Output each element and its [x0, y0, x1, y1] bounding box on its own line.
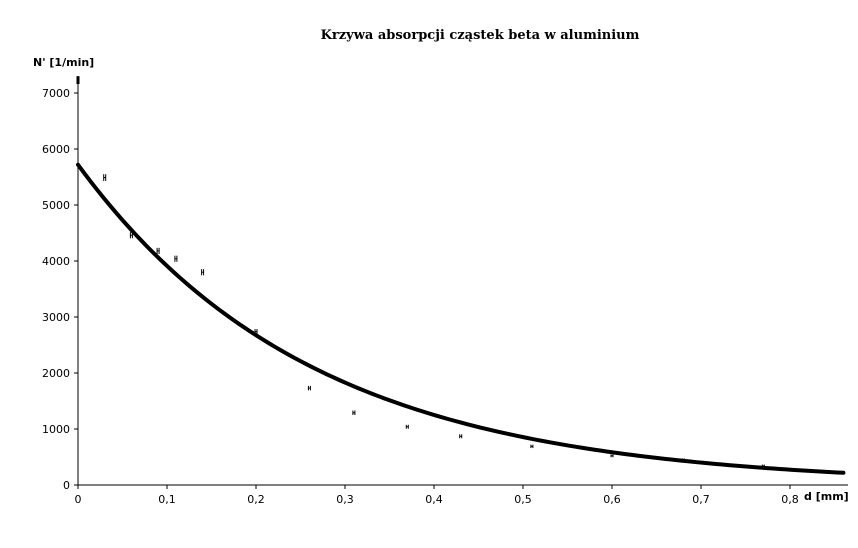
data-point	[841, 471, 845, 474]
data-point	[352, 410, 356, 415]
data-point	[681, 458, 685, 462]
x-tick-label: 0,5	[514, 493, 532, 506]
y-tick-label: 0	[63, 479, 70, 492]
x-tick-label: 0,1	[158, 493, 176, 506]
data-point	[129, 232, 133, 239]
data-point	[610, 454, 614, 458]
y-tick-label: 2000	[42, 367, 70, 380]
y-axis-label: N' [1/min]	[33, 56, 94, 69]
data-point	[459, 434, 463, 439]
x-tick-label: 0,4	[425, 493, 443, 506]
data-points-layer	[76, 76, 845, 474]
x-tick-label: 0,6	[603, 493, 621, 506]
data-point	[761, 464, 765, 468]
y-tick-label: 5000	[42, 199, 70, 212]
y-tick-label: 1000	[42, 423, 70, 436]
data-point	[76, 76, 80, 85]
x-tick-label: 0	[75, 493, 82, 506]
data-point	[103, 174, 107, 181]
y-tick-label: 3000	[42, 311, 70, 324]
x-tick-label: 0,2	[247, 493, 265, 506]
chart-title: Krzywa absorpcji cząstek beta w aluminiu…	[321, 28, 640, 43]
y-ticks: 0 1000 2000 3000 4000 5000 6000 7000	[42, 87, 78, 492]
fit-curve	[76, 162, 846, 475]
data-point	[201, 269, 205, 276]
data-point	[307, 385, 311, 391]
data-point	[174, 255, 178, 262]
data-point	[405, 424, 409, 429]
data-point	[254, 329, 258, 335]
y-tick-label: 4000	[42, 255, 70, 268]
data-point	[530, 444, 534, 449]
x-tick-label: 0,7	[692, 493, 710, 506]
fit-curve-layer	[76, 162, 846, 475]
x-tick-label: 0,3	[336, 493, 354, 506]
x-tick-label: 0,8	[781, 493, 799, 506]
x-ticks: 0 0,1 0,2 0,3 0,4 0,5 0,6 0,7 0,8	[75, 485, 799, 506]
x-axis-label: d [mm]	[804, 490, 849, 503]
y-tick-label: 7000	[42, 87, 70, 100]
data-point	[156, 247, 160, 254]
y-tick-label: 6000	[42, 143, 70, 156]
